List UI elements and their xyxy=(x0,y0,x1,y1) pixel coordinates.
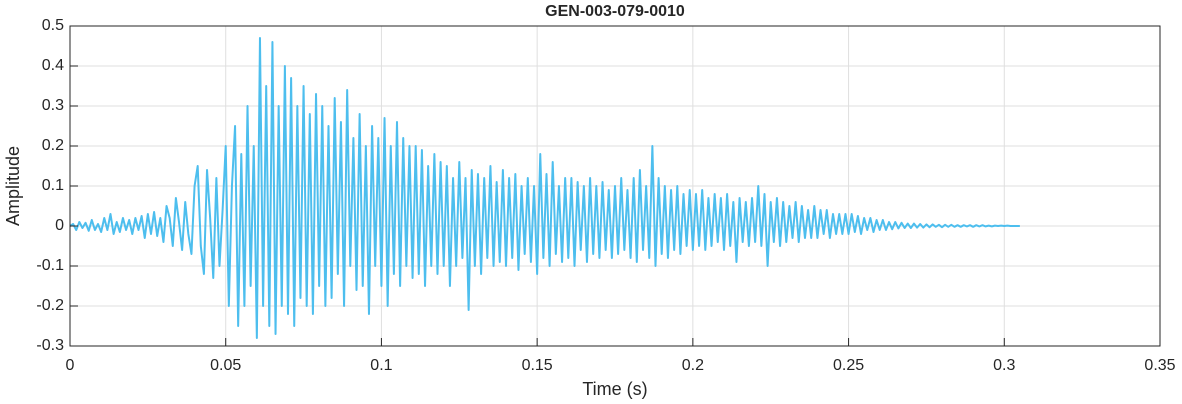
x-tick-label: 0 xyxy=(66,357,75,374)
y-tick-label: -0.1 xyxy=(36,257,64,274)
x-tick-label: 0.15 xyxy=(522,357,553,374)
y-tick-label: 0.5 xyxy=(42,17,64,34)
chart-title: GEN-003-079-0010 xyxy=(545,3,685,20)
x-tick-label: 0.2 xyxy=(682,357,704,374)
x-axis-label: Time (s) xyxy=(582,379,647,399)
waveform-line xyxy=(69,37,1020,339)
y-tick-label: 0 xyxy=(55,217,64,234)
y-tick-label: 0.2 xyxy=(42,137,64,154)
y-tick-label: 0.4 xyxy=(42,57,64,74)
plot-area xyxy=(69,37,1020,339)
x-tick-label: 0.35 xyxy=(1144,357,1175,374)
y-tick-label: -0.2 xyxy=(36,297,64,314)
y-axis-label: Amplitude xyxy=(3,146,23,226)
y-tick-label: -0.3 xyxy=(36,337,64,354)
y-tick-label: 0.3 xyxy=(42,97,64,114)
x-tick-label: 0.05 xyxy=(210,357,241,374)
y-tick-label: 0.1 xyxy=(42,177,64,194)
x-tick-label: 0.3 xyxy=(993,357,1015,374)
x-tick-label: 0.1 xyxy=(370,357,392,374)
x-tick-label: 0.25 xyxy=(833,357,864,374)
